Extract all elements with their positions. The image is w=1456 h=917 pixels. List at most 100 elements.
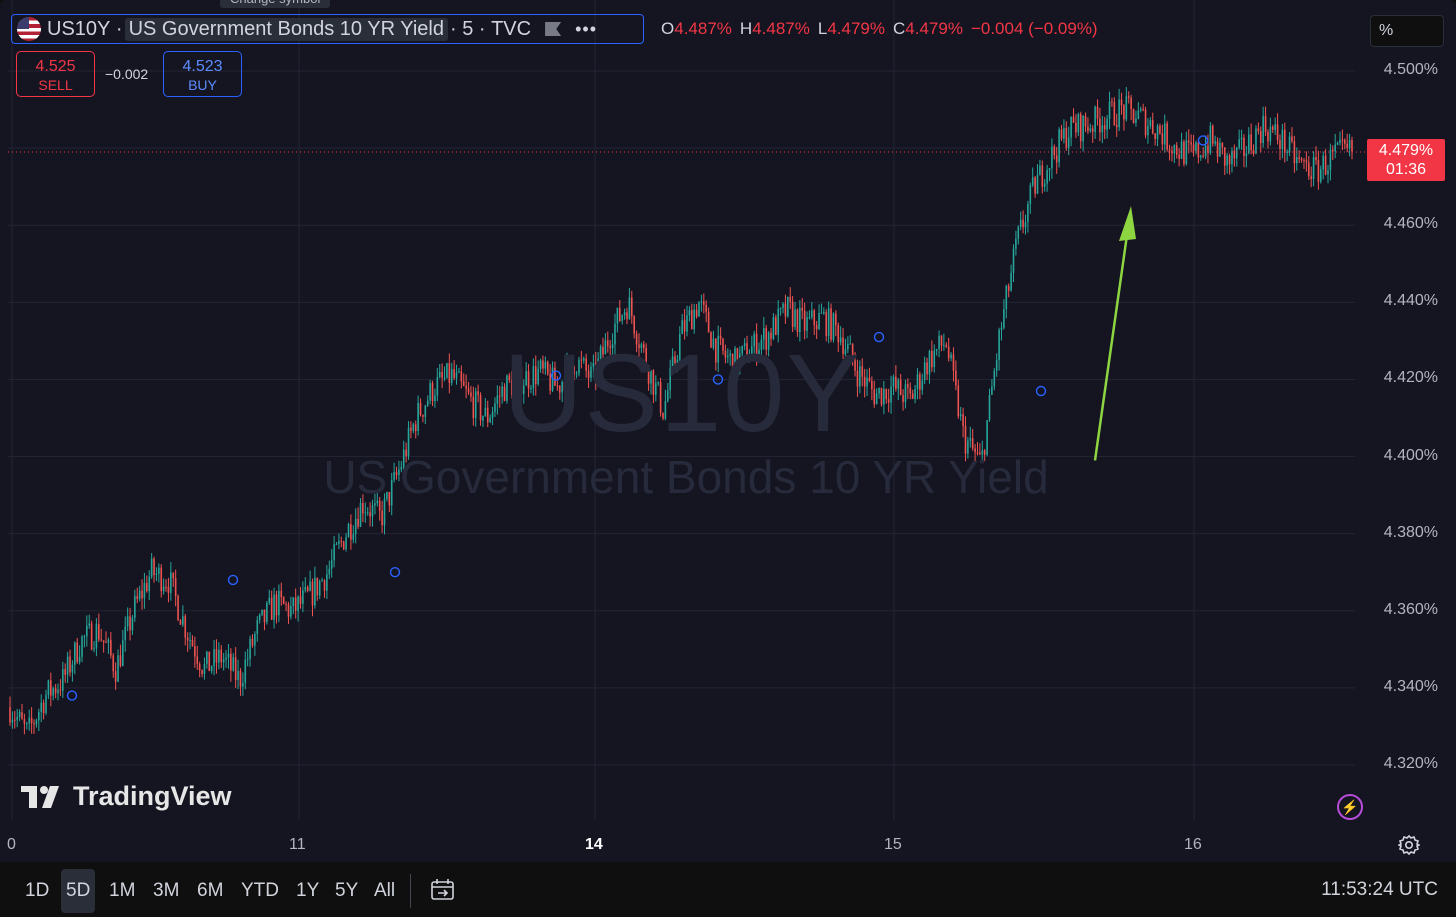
candle-body [285,603,287,605]
candle-body [1173,145,1176,154]
candle-body [626,312,628,320]
candle-body [919,374,921,390]
candle-body [153,558,155,576]
candle-body [808,317,811,319]
range-button-all[interactable]: All [374,880,396,901]
symbol-selector[interactable]: US10Y · US Government Bonds 10 YR Yield … [11,14,644,44]
candle-body [1317,160,1320,182]
time-axis-label: 16 [1184,836,1202,853]
symbol-description[interactable]: US Government Bonds 10 YR Yield [124,17,448,41]
candle-body [902,394,904,403]
candle-body [1087,126,1089,131]
session-marker[interactable] [389,567,401,578]
candle-body [1111,101,1113,103]
range-button-1m[interactable]: 1M [109,880,136,901]
candle-body [976,452,979,454]
price-axis-label: 4.500% [1383,61,1438,78]
candle-body [162,586,165,592]
tradingview-logo-icon [21,785,59,808]
session-marker[interactable] [66,690,78,701]
candle-body [484,407,487,416]
candle-body [712,338,715,348]
candle-body [1283,129,1286,153]
candle-body [1094,106,1096,132]
candle-body [1334,144,1336,152]
candle-body [234,657,237,680]
candle-body [251,638,254,646]
time-axis-label: 15 [884,836,902,853]
percent-scale-button[interactable]: % [1370,15,1444,47]
candle-body [835,313,837,326]
candle-body [532,366,535,389]
session-marker[interactable] [873,331,885,343]
candle-body [146,583,148,592]
range-button-3m[interactable]: 3M [153,880,180,901]
price-axis-label: 4.400% [1383,446,1438,464]
candle-body [1286,151,1288,153]
settings-gear-icon[interactable] [1398,834,1420,856]
candle-body [138,590,141,600]
candle-body [1151,120,1154,134]
candle-body [431,383,434,402]
session-marker[interactable] [227,574,239,586]
price-chart[interactable] [0,0,1456,862]
candle-body [282,597,285,604]
tradingview-logo[interactable]: TradingView [21,781,232,812]
flag-marker-icon[interactable] [545,22,562,36]
lightning-icon[interactable]: ⚡ [1337,794,1363,820]
sell-button[interactable]: 4.525 SELL [16,51,95,97]
candle-body [940,335,943,346]
more-options-icon[interactable]: ••• [575,18,597,39]
candle-body [578,359,580,374]
candle-body [1307,162,1310,177]
buy-button[interactable]: 4.523 BUY [163,51,242,97]
candle-body [988,394,991,421]
range-button-1d[interactable]: 1D [25,880,50,901]
session-marker[interactable] [712,374,724,385]
candle-body [787,296,789,317]
session-marker[interactable] [1197,135,1209,146]
candle-body [316,577,319,596]
candle-body [11,719,14,723]
candle-body [993,370,996,387]
candle-body [213,649,215,667]
candle-body [746,343,748,362]
candle-body [823,311,825,313]
candle-body [1108,101,1111,119]
candle-body [1043,183,1046,187]
candle-body [897,379,900,389]
candle-body [244,659,247,683]
candle-body [191,640,194,647]
candle-body [74,642,76,665]
candle-body [806,317,808,331]
annotation-arrow-shaft[interactable] [1093,227,1130,461]
session-marker[interactable] [550,370,562,381]
go-to-date-icon[interactable] [430,878,456,902]
candle-body [842,337,844,355]
range-button-5y[interactable]: 5Y [335,880,359,901]
open-value: 4.487% [674,19,732,38]
candle-body [14,719,16,721]
candle-body [827,308,830,337]
range-button-6m[interactable]: 6M [197,880,224,901]
candle-body [695,309,698,317]
candle-body [616,308,619,324]
range-button-1y[interactable]: 1Y [296,880,320,901]
candle-body [225,657,227,660]
interval-label[interactable]: 5 [462,17,474,40]
candle-body [441,371,443,378]
symbol-ticker[interactable]: US10Y [47,17,111,40]
range-button-5d[interactable]: 5D [61,869,96,913]
range-button-ytd[interactable]: YTD [241,880,279,901]
candle-body [150,558,153,577]
utc-clock[interactable]: 11:53:24 UTC [1321,879,1438,900]
annotation-arrow-head[interactable] [1119,205,1136,241]
chart-pane[interactable]: US10Y US Government Bonds 10 YR Yield Ch… [0,0,1456,862]
candle-body [1149,120,1152,126]
candle-body [683,320,686,332]
candle-body [969,438,972,441]
session-marker[interactable] [1035,385,1047,397]
candle-body [546,361,549,374]
candle-body [28,717,31,724]
candle-body [1015,238,1017,249]
